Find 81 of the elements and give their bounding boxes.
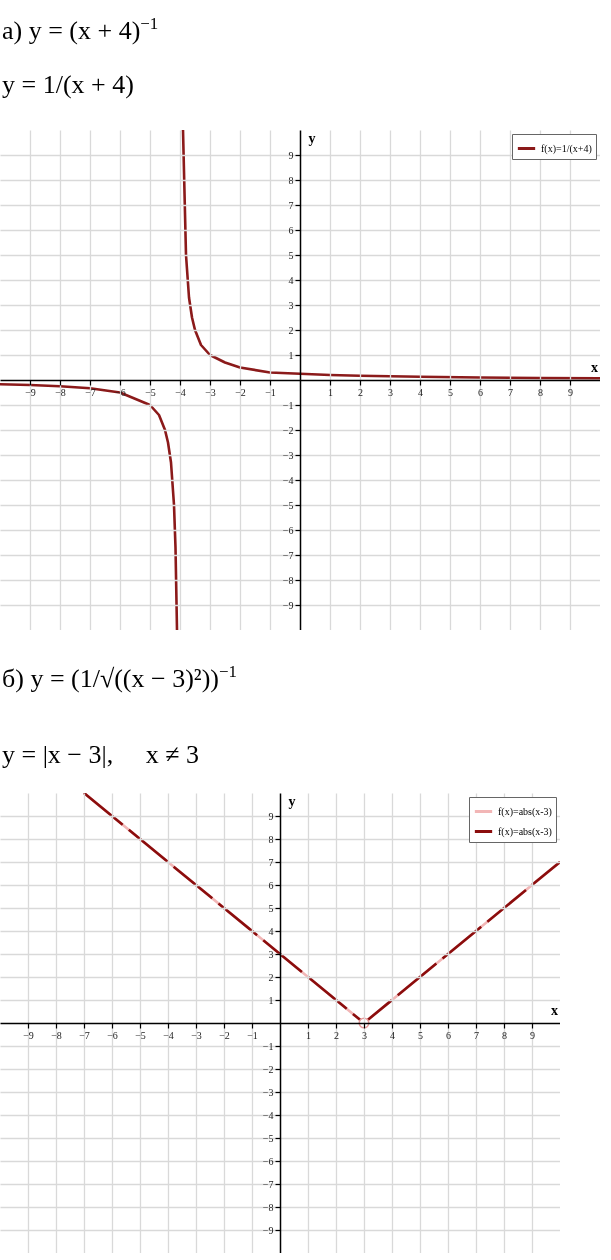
y-tick-label: −5 [282, 499, 294, 511]
y-tick-label: 1 [268, 994, 274, 1006]
y-axis-title: y [308, 130, 316, 146]
x-tick-label: −2 [235, 386, 246, 398]
x-tick-label: −3 [191, 1029, 202, 1041]
y-tick-label: 9 [268, 810, 274, 822]
x-tick-label: −3 [205, 386, 216, 398]
legend-label: f(x)=abs(x-3) [498, 825, 552, 838]
y-tick-label: −1 [282, 399, 294, 411]
legend-label: f(x)=abs(x-3) [498, 805, 552, 818]
x-tick-label: −1 [247, 1029, 258, 1041]
x-tick-label: 4 [418, 386, 423, 398]
y-tick-label: 9 [288, 149, 294, 161]
x-tick-label: −4 [163, 1029, 174, 1041]
y-tick-label: 2 [268, 971, 274, 983]
x-tick-label: 6 [446, 1029, 451, 1041]
y-tick-label: 4 [288, 274, 294, 286]
y-tick-label: 1 [288, 349, 294, 361]
x-tick-label: −9 [25, 386, 36, 398]
y-tick-label: −1 [262, 1040, 274, 1052]
chart-title: б) y = (1/√((x − 3)²))$^{−1}$ [2, 662, 237, 694]
chart-subtitle: y = 1/(x + 4) [2, 70, 134, 100]
x-tick-label: 7 [474, 1029, 479, 1041]
x-tick-label: 7 [508, 386, 513, 398]
x-tick-label: 4 [390, 1029, 395, 1041]
legend-label: f(x)=1/(x+4) [541, 142, 592, 155]
x-tick-label: 9 [568, 386, 573, 398]
y-tick-label: −8 [282, 574, 294, 586]
x-tick-label: 1 [306, 1029, 311, 1041]
x-tick-label: 1 [328, 386, 333, 398]
y-tick-label: 6 [288, 224, 294, 236]
y-tick-label: −8 [262, 1201, 274, 1213]
y-tick-label: −6 [282, 524, 294, 536]
y-tick-label: −4 [262, 1109, 274, 1121]
x-tick-label: −6 [107, 1029, 118, 1041]
y-tick-label: −5 [262, 1132, 274, 1144]
x-tick-label: 6 [478, 386, 483, 398]
chart-title: а) y = (x + 4)$^{−1}$ [2, 14, 159, 46]
x-tick-label: −4 [175, 386, 186, 398]
x-tick-label: 8 [538, 386, 543, 398]
x-tick-label: 8 [502, 1029, 507, 1041]
x-tick-label: −8 [55, 386, 66, 398]
y-tick-label: 2 [288, 324, 294, 336]
x-tick-label: 5 [448, 386, 453, 398]
y-tick-label: 6 [268, 879, 274, 891]
y-tick-label: −3 [262, 1086, 274, 1098]
y-tick-label: −2 [282, 424, 294, 436]
y-tick-label: 7 [268, 856, 274, 868]
x-tick-label: −7 [79, 1029, 90, 1041]
x-axis-title: x [551, 1002, 558, 1018]
x-tick-label: 3 [388, 386, 393, 398]
chart-subtitle: y = |x − 3|, x ≠ 3 [2, 740, 200, 770]
y-tick-label: 3 [268, 948, 274, 960]
x-tick-label: 2 [334, 1029, 339, 1041]
y-tick-label: 3 [288, 299, 294, 311]
x-tick-label: 3 [362, 1029, 367, 1041]
y-tick-label: 8 [268, 833, 274, 845]
y-tick-label: 4 [268, 925, 274, 937]
x-axis-title: x [591, 359, 598, 375]
y-tick-label: 5 [288, 249, 294, 261]
y-tick-label: −2 [262, 1063, 274, 1075]
y-tick-label: 8 [288, 174, 294, 186]
y-tick-label: −9 [262, 1224, 274, 1236]
y-tick-label: −3 [282, 449, 294, 461]
y-axis-title: y [288, 793, 296, 809]
x-tick-label: −2 [219, 1029, 230, 1041]
y-tick-label: 5 [268, 902, 274, 914]
x-tick-label: −9 [23, 1029, 34, 1041]
x-tick-label: −5 [135, 1029, 146, 1041]
x-tick-label: 9 [530, 1029, 535, 1041]
x-tick-label: 5 [418, 1029, 423, 1041]
y-tick-label: −7 [262, 1178, 274, 1190]
y-tick-label: −6 [262, 1155, 274, 1167]
x-tick-label: 2 [358, 386, 363, 398]
x-tick-label: −7 [85, 386, 96, 398]
y-tick-label: −7 [282, 549, 294, 561]
y-tick-label: 7 [288, 199, 294, 211]
x-tick-label: −8 [51, 1029, 62, 1041]
x-tick-label: −5 [145, 386, 156, 398]
y-tick-label: −4 [282, 474, 294, 486]
y-tick-label: −9 [282, 599, 294, 611]
